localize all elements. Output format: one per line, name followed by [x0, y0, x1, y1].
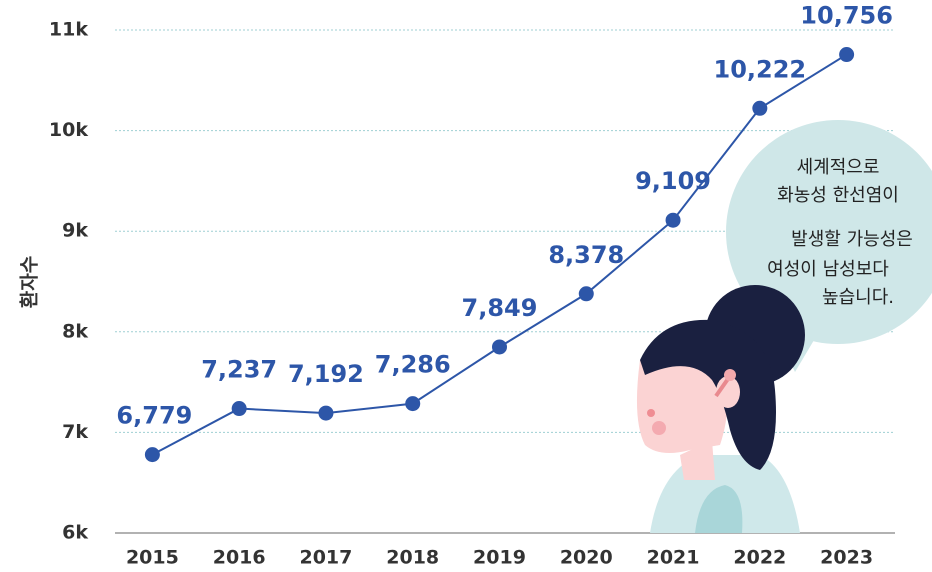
y-tick-label: 7k: [62, 421, 88, 443]
x-tick-label: 2016: [213, 547, 266, 569]
x-tick-label: 2021: [647, 547, 700, 569]
value-label: 8,378: [548, 241, 624, 269]
chart: 환자수 6k 7k 8k 9k 10k 11k 2015 2016 2017 2018 2019 20…: [0, 0, 932, 572]
point: [579, 286, 594, 301]
y-tick-label: 11k: [49, 19, 88, 41]
point: [752, 101, 767, 116]
earphone-bud: [724, 369, 736, 381]
y-tick-label: 10k: [49, 119, 88, 141]
x-tick-label: 2018: [386, 547, 439, 569]
value-label: 7,237: [201, 356, 277, 384]
annotation-line: 여성이 남성보다: [767, 259, 889, 280]
value-label: 10,756: [800, 2, 893, 30]
annotation-line: 화농성 한선염이: [777, 185, 899, 206]
spot: [652, 421, 666, 435]
point: [839, 47, 854, 62]
point: [666, 213, 681, 228]
x-tick-label: 2023: [820, 547, 873, 569]
annotation-line: 세계적으로: [797, 157, 880, 178]
value-label: 7,192: [288, 360, 364, 388]
point: [405, 396, 420, 411]
y-tick-label: 6k: [62, 522, 88, 544]
x-tick-label: 2017: [299, 547, 352, 569]
spot: [647, 409, 655, 417]
point: [145, 447, 160, 462]
y-axis-label: 환자수: [19, 256, 41, 308]
value-label: 10,222: [714, 55, 807, 83]
y-tick-label: 8k: [62, 320, 88, 342]
x-tick-label: 2022: [733, 547, 786, 569]
x-tick-label: 2020: [560, 547, 613, 569]
value-label: 7,286: [375, 351, 451, 379]
value-label: 7,849: [462, 294, 538, 322]
value-label: 9,109: [635, 167, 711, 195]
y-tick-label: 9k: [62, 220, 88, 242]
x-tick-label: 2015: [126, 547, 179, 569]
point: [232, 401, 247, 416]
point: [492, 339, 507, 354]
x-tick-label: 2019: [473, 547, 526, 569]
annotation-line: 발생할 가능성은: [791, 229, 913, 250]
point: [318, 406, 333, 421]
value-label: 6,779: [116, 402, 192, 430]
annotation-line: 높습니다.: [822, 287, 894, 308]
